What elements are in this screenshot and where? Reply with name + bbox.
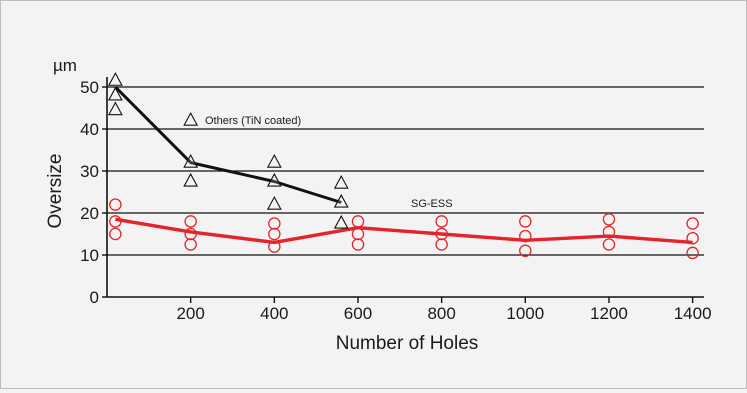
marker-others-10	[333, 193, 349, 208]
x-axis-title: Number of Holes	[336, 333, 479, 354]
marker-others-0	[107, 72, 123, 86]
marker-others-5	[183, 172, 199, 187]
x-tick-label-600: 600	[344, 304, 372, 323]
marker-others-4	[183, 154, 199, 168]
y-tick-label-30: 30	[80, 162, 99, 181]
grid-layer	[107, 86, 704, 256]
marker-sg-ess-8	[268, 240, 281, 253]
y-tick-label-40: 40	[80, 120, 99, 139]
marker-sg-ess-23	[686, 246, 699, 260]
marker-sg-ess-20	[602, 238, 616, 251]
marker-sg-ess-1	[109, 215, 122, 228]
marker-sg-ess-0	[109, 198, 122, 211]
marker-sg-ess-4	[184, 227, 197, 241]
marker-others-3	[183, 112, 199, 126]
marker-sg-ess-15	[519, 215, 532, 228]
marker-sg-ess-12	[435, 215, 448, 228]
marker-sg-ess-9	[351, 215, 365, 228]
marker-layer	[107, 72, 699, 260]
marker-sg-ess-11	[351, 238, 365, 251]
marker-sg-ess-10	[351, 227, 365, 241]
x-tick-label-1000: 1000	[506, 304, 544, 323]
x-tick-label-1200: 1200	[590, 304, 628, 323]
series-line-others	[114, 85, 342, 204]
y-tick-label-50: 50	[80, 78, 99, 97]
marker-sg-ess-17	[519, 244, 532, 258]
y-unit-label: µm	[53, 56, 77, 75]
series-line-sg-ess	[115, 217, 693, 245]
y-tick-label-10: 10	[80, 246, 99, 265]
axis-layer: 0 10 20 30 40 50 200 400 600 800 1000 1200 1400	[80, 77, 712, 323]
marker-sg-ess-6	[268, 217, 281, 230]
marker-sg-ess-5	[184, 238, 197, 251]
marker-others-8	[266, 196, 282, 210]
marker-sg-ess-18	[602, 213, 616, 226]
marker-sg-ess-22	[686, 231, 699, 245]
marker-others-11	[333, 214, 349, 229]
y-axis-title: Oversize	[45, 154, 66, 229]
marker-sg-ess-14	[435, 238, 448, 251]
marker-sg-ess-2	[109, 227, 122, 241]
annotation-sgess-label: SG-ESS	[411, 198, 453, 210]
marker-sg-ess-19	[602, 225, 616, 239]
x-tick-label-1400: 1400	[674, 304, 712, 323]
marker-others-7	[266, 172, 282, 187]
y-tick-label-20: 20	[80, 204, 99, 223]
y-tick-label-0: 0	[90, 288, 99, 307]
x-tick-label-400: 400	[260, 304, 288, 323]
marker-others-2	[107, 101, 123, 116]
marker-others-9	[333, 175, 349, 189]
annotation-others-label: Others (TiN coated)	[205, 115, 301, 127]
x-tick-label-200: 200	[176, 304, 204, 323]
marker-sg-ess-13	[435, 227, 448, 241]
marker-sg-ess-3	[184, 215, 197, 228]
line-layer	[114, 85, 693, 245]
marker-sg-ess-21	[686, 217, 699, 230]
marker-sg-ess-16	[519, 229, 532, 243]
label-layer: µm Oversize Number of Holes Others (TiN …	[45, 56, 478, 354]
marker-others-6	[266, 154, 282, 168]
x-tick-label-800: 800	[427, 304, 455, 323]
marker-sg-ess-7	[268, 227, 281, 241]
marker-others-1	[107, 86, 123, 101]
